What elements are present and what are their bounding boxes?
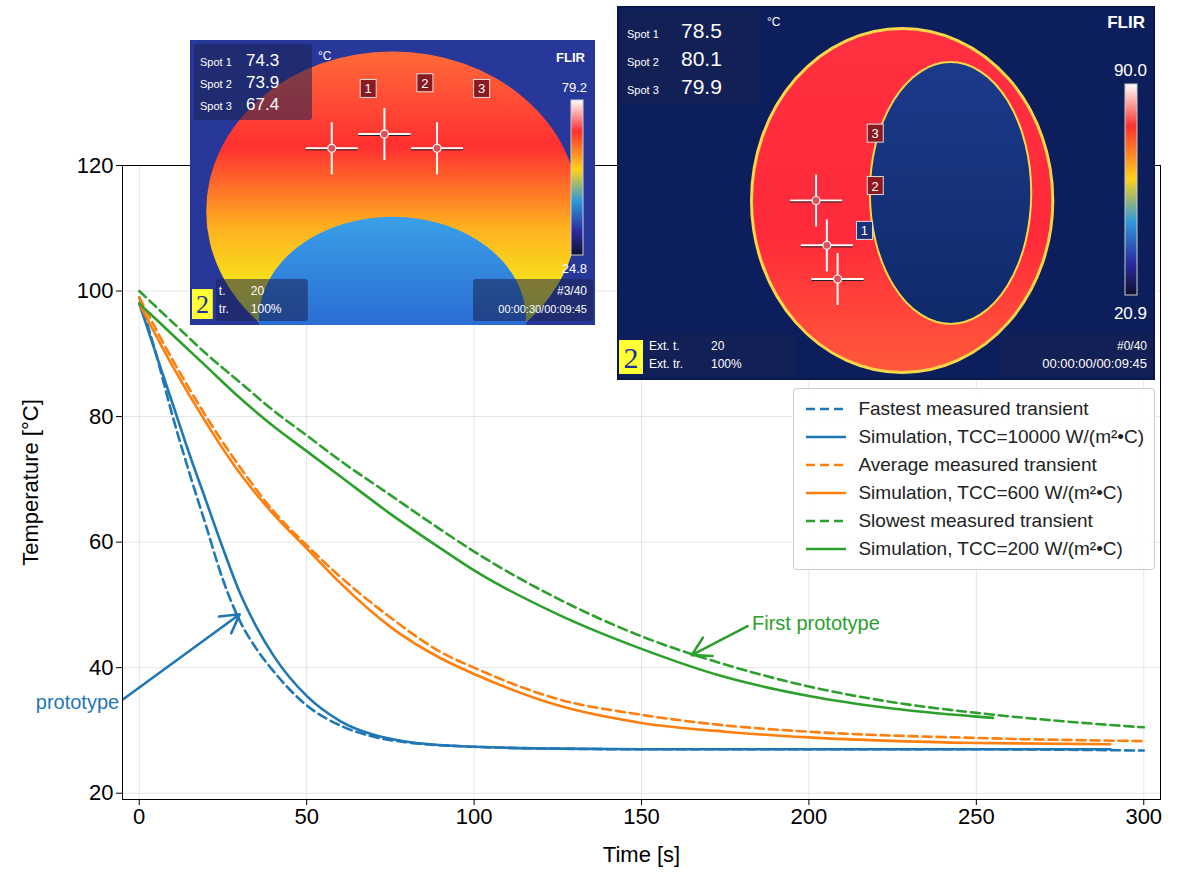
svg-text:100%: 100% xyxy=(251,302,282,316)
svg-text:Ext. t.: Ext. t. xyxy=(649,339,680,353)
svg-text:20: 20 xyxy=(251,284,265,298)
svg-text:40: 40 xyxy=(89,655,113,680)
svg-text:73.9: 73.9 xyxy=(246,73,279,92)
svg-text:0: 0 xyxy=(133,804,145,829)
svg-text:Spot 1: Spot 1 xyxy=(627,28,659,40)
html-text:Fastest measured transient: Fastest measured transient xyxy=(858,398,1089,419)
svg-text:FLIR: FLIR xyxy=(1107,13,1145,32)
svg-text:74.3: 74.3 xyxy=(246,51,279,70)
html-text:Simulation, TCC=600 W/(m²•C): Simulation, TCC=600 W/(m²•C) xyxy=(858,482,1123,503)
svg-text:150: 150 xyxy=(623,804,660,829)
svg-text:20.9: 20.9 xyxy=(1114,304,1147,323)
svg-text:prototype: prototype xyxy=(36,691,119,713)
html-text:Slowest measured transient: Slowest measured transient xyxy=(858,510,1093,531)
svg-text:Temperature [°C]: Temperature [°C] xyxy=(18,399,43,566)
svg-text:t.: t. xyxy=(219,284,226,298)
svg-text:2: 2 xyxy=(872,179,879,194)
svg-text:00:00:30/00:09:45: 00:00:30/00:09:45 xyxy=(498,303,587,315)
svg-text:Spot 3: Spot 3 xyxy=(200,100,232,112)
svg-text:79.2: 79.2 xyxy=(562,80,587,95)
svg-text:90.0: 90.0 xyxy=(1114,61,1147,80)
svg-text:2: 2 xyxy=(196,290,209,319)
svg-text:tr.: tr. xyxy=(219,302,229,316)
svg-text:24.8: 24.8 xyxy=(562,261,587,276)
svg-text:Spot 2: Spot 2 xyxy=(627,56,659,68)
svg-text:2: 2 xyxy=(421,76,428,91)
svg-text:00:00:00/00:09:45: 00:00:00/00:09:45 xyxy=(1042,356,1147,371)
svg-text:200: 200 xyxy=(791,804,828,829)
svg-text:100%: 100% xyxy=(711,357,742,371)
svg-text:100: 100 xyxy=(77,278,114,303)
svg-text:20: 20 xyxy=(89,780,113,805)
svg-text:Spot 1: Spot 1 xyxy=(200,56,232,68)
svg-text:3: 3 xyxy=(872,126,879,141)
svg-text:60: 60 xyxy=(89,529,113,554)
html-text:Average measured transient: Average measured transient xyxy=(858,454,1097,475)
svg-text:50: 50 xyxy=(294,804,318,829)
svg-text:100: 100 xyxy=(456,804,493,829)
svg-text:78.5: 78.5 xyxy=(681,19,722,42)
svg-text:Spot 2: Spot 2 xyxy=(200,78,232,90)
html-text:Simulation, TCC=10000 W/(m²•C): Simulation, TCC=10000 W/(m²•C) xyxy=(858,426,1144,447)
svg-text:°C: °C xyxy=(767,15,781,29)
svg-text:2: 2 xyxy=(624,341,639,374)
svg-text:250: 250 xyxy=(958,804,995,829)
svg-text:79.9: 79.9 xyxy=(681,75,722,98)
svg-text:300: 300 xyxy=(1125,804,1162,829)
svg-text:80: 80 xyxy=(89,404,113,429)
svg-text:FLIR: FLIR xyxy=(556,50,585,65)
svg-text:Time [s]: Time [s] xyxy=(603,842,680,867)
svg-text:Ext. tr.: Ext. tr. xyxy=(649,357,683,371)
svg-text:1: 1 xyxy=(365,81,372,96)
svg-text:#0/40: #0/40 xyxy=(1117,339,1147,353)
svg-text:20: 20 xyxy=(711,339,725,353)
svg-text:°C: °C xyxy=(318,49,332,63)
svg-text:3: 3 xyxy=(478,81,485,96)
svg-text:#3/40: #3/40 xyxy=(557,284,587,298)
svg-text:120: 120 xyxy=(77,153,114,178)
svg-text:First prototype: First prototype xyxy=(752,612,880,634)
svg-text:80.1: 80.1 xyxy=(681,47,722,70)
svg-text:Spot 3: Spot 3 xyxy=(627,84,659,96)
svg-text:67.4: 67.4 xyxy=(246,95,279,114)
svg-text:1: 1 xyxy=(861,223,868,238)
html-text:Simulation, TCC=200 W/(m²•C): Simulation, TCC=200 W/(m²•C) xyxy=(858,538,1123,559)
